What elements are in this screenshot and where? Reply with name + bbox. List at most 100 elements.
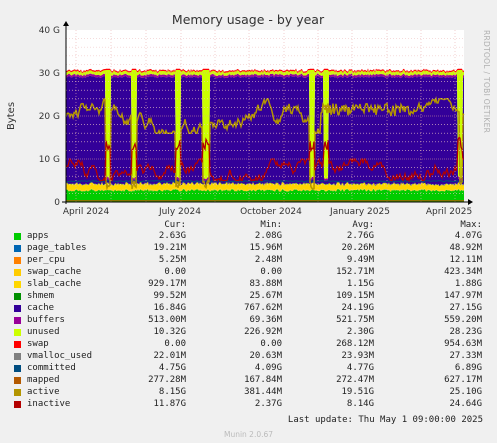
legend-max-value: 27.15G	[449, 303, 482, 313]
legend-row-slab-cache: slab_cache 929.17M 83.88M 1.15G 1.88G	[0, 279, 497, 290]
legend-cur-value: 16.84G	[153, 303, 186, 313]
legend-row-swap: swap 0.00 0.00 268.12M 954.63M	[0, 339, 497, 350]
legend-avg-value: 9.49M	[346, 255, 374, 265]
legend-min-value: 767.62M	[244, 303, 282, 313]
legend-avg-value: 23.93M	[341, 351, 374, 361]
legend-swatch	[14, 353, 21, 360]
legend-min-value: 2.08G	[254, 231, 282, 241]
area-slab-cache	[66, 181, 464, 192]
legend-swatch	[14, 245, 21, 252]
legend-cur-value: 277.28M	[148, 375, 186, 385]
area-apps	[66, 189, 464, 202]
legend-min-value: 0.00	[260, 339, 282, 349]
legend-row-inactive: inactive 11.87G 2.37G 8.14G 24.64G	[0, 399, 497, 410]
legend-max-value: 6.89G	[454, 363, 482, 373]
legend-row-committed: committed 4.75G 4.09G 4.77G 6.89G	[0, 363, 497, 374]
legend-swatch	[14, 377, 21, 384]
legend-max-value: 12.11M	[449, 255, 482, 265]
legend-avg-value: 4.77G	[346, 363, 374, 373]
legend-row-vmalloc-used: vmalloc_used 22.01M 20.63M 23.93M 27.33M	[0, 351, 497, 362]
legend-row-page-tables: page_tables 19.21M 15.96M 20.26M 48.92M	[0, 243, 497, 254]
legend-cur-value: 4.75G	[158, 363, 186, 373]
legend-avg-value: 8.14G	[346, 399, 374, 409]
legend-cur-value: 22.01M	[153, 351, 186, 361]
legend-series-name: shmem	[27, 291, 55, 301]
y-tick-label: 10 G	[39, 155, 60, 165]
legend-header: Cur: Min: Avg: Max:	[0, 220, 497, 231]
legend-swatch	[14, 293, 21, 300]
area-cache	[66, 75, 464, 186]
y-tick-label: 40 G	[39, 26, 60, 36]
legend-cur-value: 19.21M	[153, 243, 186, 253]
header-cur: Cur:	[164, 220, 186, 230]
legend-swatch	[14, 305, 21, 312]
legend-max-value: 627.17M	[444, 375, 482, 385]
legend-series-name: buffers	[27, 315, 65, 325]
legend-series-name: inactive	[27, 399, 71, 409]
legend-min-value: 226.92M	[244, 327, 282, 337]
legend-row-shmem: shmem 99.52M 25.67M 109.15M 147.97M	[0, 291, 497, 302]
legend-swatch	[14, 401, 21, 408]
legend-max-value: 27.33M	[449, 351, 482, 361]
legend-avg-value: 521.75M	[336, 315, 374, 325]
legend-max-value: 24.64G	[449, 399, 482, 409]
legend-cur-value: 8.15G	[158, 387, 186, 397]
legend-swatch	[14, 365, 21, 372]
legend-cur-value: 5.25M	[158, 255, 186, 265]
area-per-cpu	[66, 189, 464, 192]
legend-max-value: 147.97M	[444, 291, 482, 301]
legend-row-apps: apps 2.63G 2.08G 2.76G 4.07G	[0, 231, 497, 242]
legend-min-value: 25.67M	[249, 291, 282, 301]
x-tick-label: April 2024	[63, 207, 110, 217]
legend-cur-value: 2.63G	[158, 231, 186, 241]
legend-series-name: mapped	[27, 375, 60, 385]
munin-version: Munin 2.0.67	[223, 430, 274, 439]
legend-avg-value: 152.71M	[336, 267, 374, 277]
legend-avg-value: 1.15G	[346, 279, 374, 289]
legend-min-value: 69.36M	[249, 315, 282, 325]
legend-avg-value: 272.47M	[336, 375, 374, 385]
chart-title: Memory usage - by year	[172, 12, 325, 27]
legend-cur-value: 0.00	[164, 339, 186, 349]
x-axis-arrow	[468, 199, 473, 205]
y-tick-label: 20 G	[39, 112, 60, 122]
legend-series-name: vmalloc_used	[27, 351, 93, 361]
y-tick-label: 30 G	[39, 69, 60, 79]
legend-series-name: active	[27, 387, 60, 397]
legend-series-name: unused	[27, 327, 60, 337]
header-max: Max:	[460, 220, 482, 230]
header-avg: Avg:	[352, 220, 374, 230]
header-min: Min:	[260, 220, 282, 230]
legend-series-name: cache	[27, 303, 55, 313]
legend-swatch	[14, 269, 21, 276]
y-ticks: 0 10 G 20 G 30 G 40 G	[39, 26, 61, 208]
x-tick-label: October 2024	[240, 207, 302, 217]
line-active	[65, 96, 465, 191]
legend-avg-value: 2.76G	[346, 231, 374, 241]
legend-row-buffers: buffers 513.00M 69.36M 521.75M 559.20M	[0, 315, 497, 326]
legend-avg-value: 2.30G	[346, 327, 374, 337]
area-unused	[66, 69, 464, 180]
legend-cur-value: 99.52M	[153, 291, 186, 301]
legend-min-value: 83.88M	[249, 279, 282, 289]
legend-series-name: per_cpu	[27, 255, 65, 265]
legend-max-value: 954.63M	[444, 339, 482, 349]
legend-avg-value: 109.15M	[336, 291, 374, 301]
legend-cur-value: 0.00	[164, 267, 186, 277]
legend-swatch	[14, 341, 21, 348]
y-axis-arrow	[63, 21, 69, 26]
y-tick-label: 0	[54, 198, 60, 208]
legend-max-value: 1.88G	[454, 279, 482, 289]
legend-swatch	[14, 281, 21, 288]
legend-min-value: 2.37G	[254, 399, 282, 409]
legend-min-value: 4.09G	[254, 363, 282, 373]
rrdtool-side-label: RRDTOOL / TOBI OETIKER	[482, 30, 491, 133]
legend-avg-value: 20.26M	[341, 243, 374, 253]
last-update: Last update: Thu May 1 09:00:00 2025	[287, 415, 483, 425]
legend-max-value: 28.23G	[449, 327, 482, 337]
legend-min-value: 167.84M	[244, 375, 282, 385]
legend-cur-value: 929.17M	[148, 279, 186, 289]
legend-max-value: 559.20M	[444, 315, 482, 325]
legend-series-name: page_tables	[27, 243, 87, 253]
area-swap	[66, 68, 464, 74]
